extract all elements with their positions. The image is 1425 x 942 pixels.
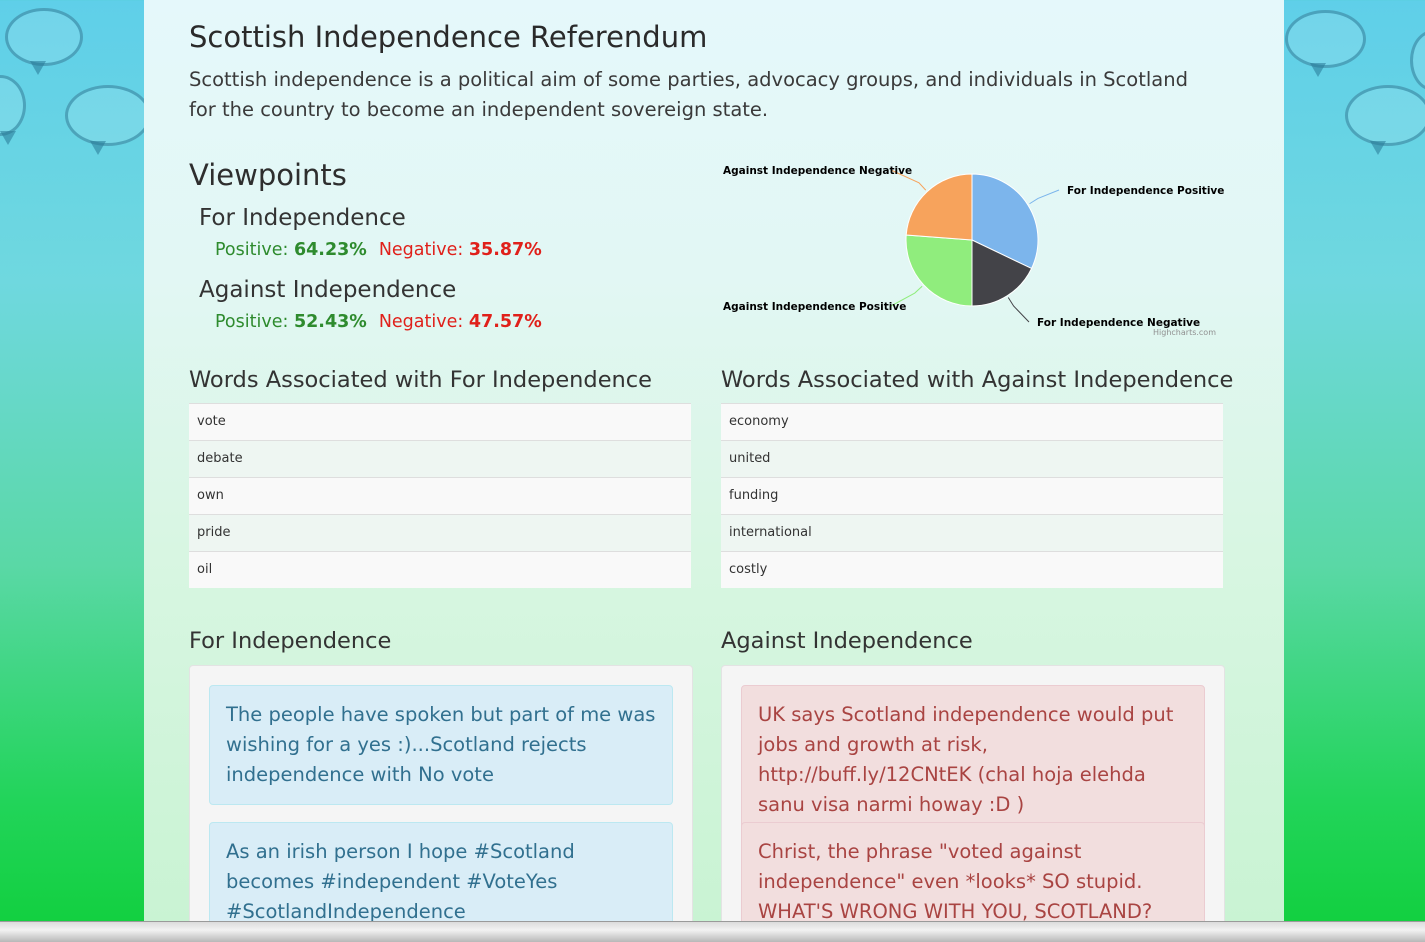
against-independence-stats: Positive: 52.43% Negative: 47.57% bbox=[215, 312, 542, 332]
speech-bubble-icon bbox=[0, 75, 26, 145]
pie-slice[interactable] bbox=[905, 173, 973, 241]
pie-slice[interactable] bbox=[905, 234, 973, 307]
against-words-title: Words Associated with Against Independen… bbox=[721, 367, 1234, 393]
pie-slice-label: For Independence Negative bbox=[1037, 317, 1200, 329]
negative-value: 47.57% bbox=[468, 312, 542, 332]
horizontal-scrollbar[interactable] bbox=[0, 921, 1425, 942]
speech-bubble-icon bbox=[1410, 30, 1425, 91]
negative-label: Negative: bbox=[378, 312, 464, 332]
pie-label-connector bbox=[1029, 189, 1060, 205]
pie-slice-label: Against Independence Positive bbox=[723, 301, 906, 313]
against-tweets-title: Against Independence bbox=[721, 628, 973, 654]
for-tweets-title: For Independence bbox=[189, 628, 392, 654]
pie-label-connector bbox=[890, 285, 923, 307]
pie-label-connector bbox=[890, 169, 927, 191]
word-list-item: oil bbox=[189, 551, 691, 588]
tweet-card: Christ, the phrase "voted against indepe… bbox=[741, 822, 1205, 921]
against-words-list: economy united funding international costly bbox=[721, 403, 1223, 588]
against-independence-label: Against Independence bbox=[199, 277, 457, 303]
tweet-card: The people have spoken but part of me wa… bbox=[209, 685, 673, 805]
pie-label-connector bbox=[1007, 297, 1030, 323]
positive-stat: Positive: 52.43% bbox=[215, 312, 367, 332]
word-list-item: funding bbox=[721, 477, 1223, 514]
pie-slice[interactable] bbox=[971, 239, 1033, 307]
negative-label: Negative: bbox=[378, 240, 464, 260]
word-list-item: vote bbox=[189, 403, 691, 440]
pie-slice-label: For Independence Positive bbox=[1067, 185, 1224, 197]
viewpoints-heading: Viewpoints bbox=[189, 158, 347, 192]
word-list-item: economy bbox=[721, 403, 1223, 440]
chart-credit[interactable]: Highcharts.com bbox=[1153, 328, 1216, 337]
intro-text: Scottish independence is a political aim… bbox=[189, 68, 1188, 121]
word-list-item: united bbox=[721, 440, 1223, 477]
positive-value: 52.43% bbox=[293, 312, 367, 332]
word-list-item: costly bbox=[721, 551, 1223, 588]
tweet-card: UK says Scotland independence would put … bbox=[741, 685, 1205, 835]
tweet-card: As an irish person I hope #Scotland beco… bbox=[209, 822, 673, 921]
negative-value: 35.87% bbox=[468, 240, 542, 260]
speech-bubble-icon bbox=[5, 8, 83, 75]
pie-slice[interactable] bbox=[971, 173, 1039, 270]
negative-stat: Negative: 47.57% bbox=[379, 312, 542, 332]
against-tweets-panel[interactable]: UK says Scotland independence would put … bbox=[721, 665, 1225, 921]
for-words-title: Words Associated with For Independence bbox=[189, 367, 653, 393]
for-independence-stats: Positive: 64.23% Negative: 35.87% bbox=[215, 240, 542, 260]
pie-slice-label: Against Independence Negative bbox=[723, 165, 912, 177]
for-independence-label: For Independence bbox=[199, 205, 406, 231]
speech-bubble-icon bbox=[65, 85, 151, 155]
speech-bubble-icon bbox=[1345, 85, 1425, 155]
word-list-item: debate bbox=[189, 440, 691, 477]
word-list-item: international bbox=[721, 514, 1223, 551]
negative-stat: Negative: 35.87% bbox=[379, 240, 542, 260]
for-tweets-panel[interactable]: The people have spoken but part of me wa… bbox=[189, 665, 693, 921]
positive-label: Positive: bbox=[215, 240, 289, 260]
positive-stat: Positive: 64.23% bbox=[215, 240, 367, 260]
content-panel: Scottish Independence Referendum Scottis… bbox=[144, 0, 1284, 921]
sentiment-pie-chart[interactable]: For Independence Positive For Independenc… bbox=[719, 157, 1224, 342]
speech-bubble-icon bbox=[1285, 10, 1366, 77]
word-list-item: own bbox=[189, 477, 691, 514]
positive-label: Positive: bbox=[215, 312, 289, 332]
page-title: Scottish Independence Referendum bbox=[189, 20, 708, 54]
word-list-item: pride bbox=[189, 514, 691, 551]
for-words-list: vote debate own pride oil bbox=[189, 403, 691, 588]
positive-value: 64.23% bbox=[293, 240, 367, 260]
